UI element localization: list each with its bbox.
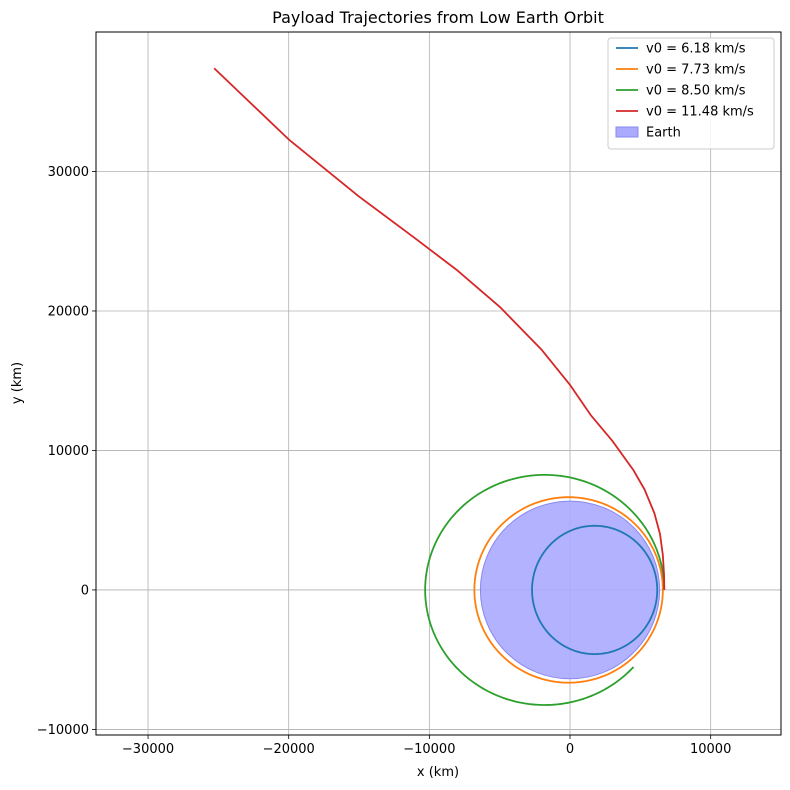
x-tick-label: −20000 xyxy=(263,742,315,757)
x-tick-label: 0 xyxy=(566,742,574,757)
y-tick-label: 10000 xyxy=(48,444,89,459)
x-axis-label: x (km) xyxy=(417,765,459,780)
y-tick-label: 20000 xyxy=(48,304,89,319)
grid xyxy=(96,32,781,735)
y-axis-label: y (km) xyxy=(10,362,25,404)
legend-label-4: v0 = 11.48 km/s xyxy=(646,105,754,120)
y-tick-label: 0 xyxy=(81,583,89,598)
series-line-2 xyxy=(473,496,664,684)
chart-title: Payload Trajectories from Low Earth Orbi… xyxy=(272,8,604,27)
plot-area xyxy=(213,67,666,706)
y-tick-label: 30000 xyxy=(48,165,89,180)
series-line-4 xyxy=(213,67,666,590)
x-tick-label: −10000 xyxy=(403,742,455,757)
legend-label-2: v0 = 7.73 km/s xyxy=(646,63,746,78)
legend-label-1: v0 = 6.18 km/s xyxy=(646,42,746,57)
legend: v0 = 6.18 km/s v0 = 7.73 km/s v0 = 8.50 km… xyxy=(607,37,775,150)
series-line-1 xyxy=(531,524,659,655)
earth-disk xyxy=(479,500,661,680)
legend-swatch-earth xyxy=(615,126,639,138)
axes-frame xyxy=(95,31,782,736)
series-line-3 xyxy=(424,473,666,706)
y-tick-label: −10000 xyxy=(37,723,89,738)
x-tick-label: −30000 xyxy=(122,742,174,757)
legend-label-earth: Earth xyxy=(646,126,681,141)
legend-box xyxy=(607,37,775,150)
legend-label-3: v0 = 8.50 km/s xyxy=(646,84,746,99)
ticks: −30000 −20000 −10000 0 10000 −10000 0 10000 2000… xyxy=(37,165,732,757)
x-tick-label: 10000 xyxy=(690,742,731,757)
